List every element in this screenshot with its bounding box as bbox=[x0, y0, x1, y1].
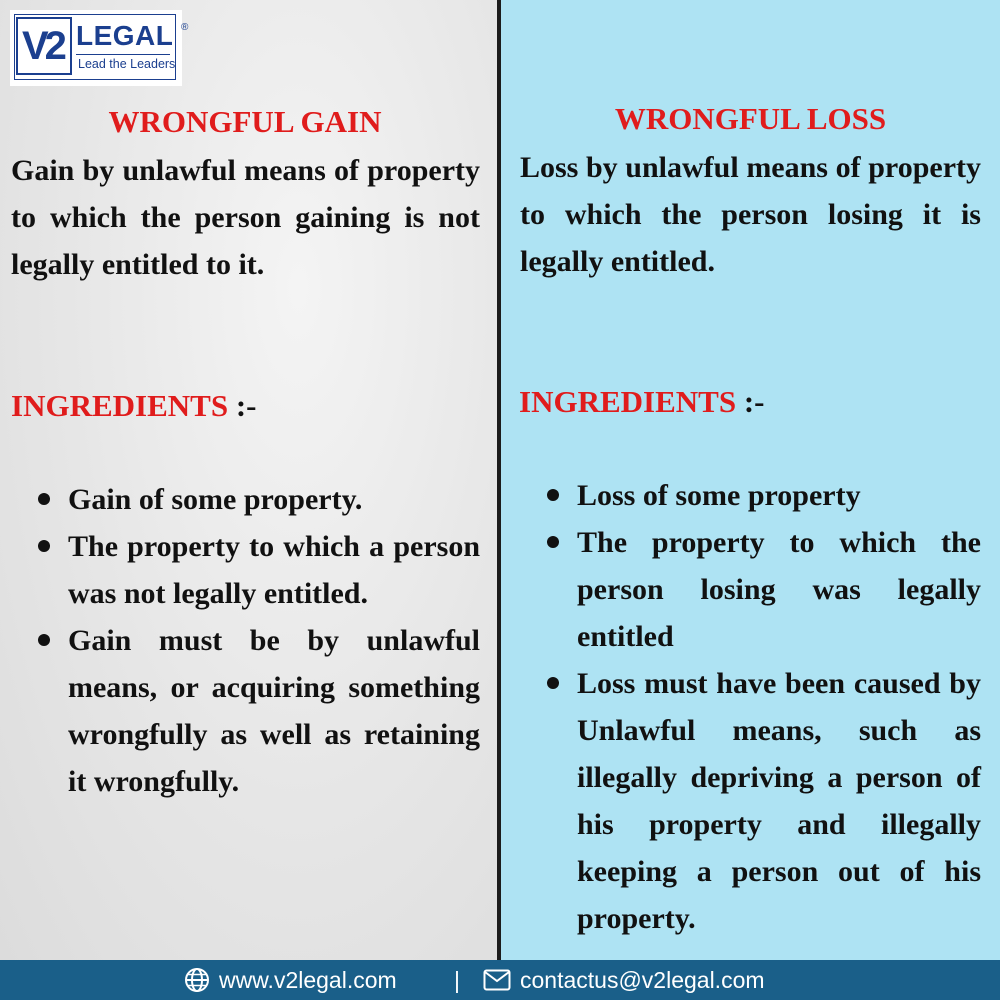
bullet-dot-icon bbox=[38, 634, 50, 646]
ingredients-label: INGREDIENTS bbox=[11, 388, 229, 423]
right-panel bbox=[501, 0, 1000, 960]
list-item: Loss must have been caused by Unlawful m… bbox=[544, 660, 981, 942]
logo-mark: V2 bbox=[16, 17, 72, 75]
logo-frame bbox=[14, 14, 176, 80]
right-bullet-list: Loss of some property The property to wh… bbox=[544, 472, 981, 942]
right-title: WRONGFUL LOSS bbox=[614, 101, 887, 136]
brand-logo[interactable]: V2 LEGAL Lead the Leaders ® bbox=[10, 10, 188, 86]
column-divider bbox=[497, 0, 501, 960]
contact-footer: www.v2legal.com | contactus@v2legal.com bbox=[0, 960, 1000, 1000]
website-link[interactable]: www.v2legal.com bbox=[219, 967, 397, 993]
bullet-dot-icon bbox=[547, 536, 559, 548]
left-panel bbox=[0, 0, 497, 960]
left-ingredients-heading: INGREDIENTS :- bbox=[11, 388, 256, 424]
list-item-text: Loss must have been caused by Unlawful m… bbox=[577, 667, 981, 935]
list-item: Loss of some property bbox=[544, 472, 981, 519]
list-item-text: Gain must be by unlawful means, or acqui… bbox=[68, 624, 480, 798]
list-item: Gain must be by unlawful means, or acqui… bbox=[35, 617, 480, 805]
list-item-text: The property to which a person was not l… bbox=[68, 530, 480, 610]
ingredients-suffix: :- bbox=[736, 384, 765, 419]
registered-mark: ® bbox=[181, 22, 189, 33]
logo-name: LEGAL bbox=[76, 20, 174, 51]
right-ingredients-heading: INGREDIENTS :- bbox=[519, 384, 764, 420]
list-item: The property to which the person losing … bbox=[544, 519, 981, 660]
left-bullet-list: Gain of some property. The property to w… bbox=[35, 476, 480, 805]
ingredients-suffix: :- bbox=[228, 388, 257, 423]
left-definition: Gain by unlawful means of property to wh… bbox=[11, 154, 480, 281]
list-item: Gain of some property. bbox=[35, 476, 480, 523]
bullet-dot-icon bbox=[547, 677, 559, 689]
logo-tagline: Lead the Leaders bbox=[78, 57, 176, 71]
left-title: WRONGFUL GAIN bbox=[108, 104, 382, 139]
logo-underline bbox=[76, 54, 170, 55]
mail-icon bbox=[483, 960, 511, 1000]
bullet-dot-icon bbox=[547, 489, 559, 501]
list-item-text: The property to which the person losing … bbox=[577, 526, 981, 653]
footer-separator: | bbox=[454, 967, 460, 993]
list-item: The property to which a person was not l… bbox=[35, 523, 480, 617]
list-item-text: Loss of some property bbox=[577, 479, 861, 512]
ingredients-label: INGREDIENTS bbox=[519, 384, 737, 419]
bullet-dot-icon bbox=[38, 493, 50, 505]
list-item-text: Gain of some property. bbox=[68, 483, 363, 516]
globe-icon bbox=[184, 960, 210, 1000]
right-definition: Loss by unlawful means of property to wh… bbox=[520, 151, 981, 278]
logo-mark-text: V2 bbox=[22, 24, 67, 68]
bullet-dot-icon bbox=[38, 540, 50, 552]
email-link[interactable]: contactus@v2legal.com bbox=[520, 967, 765, 993]
